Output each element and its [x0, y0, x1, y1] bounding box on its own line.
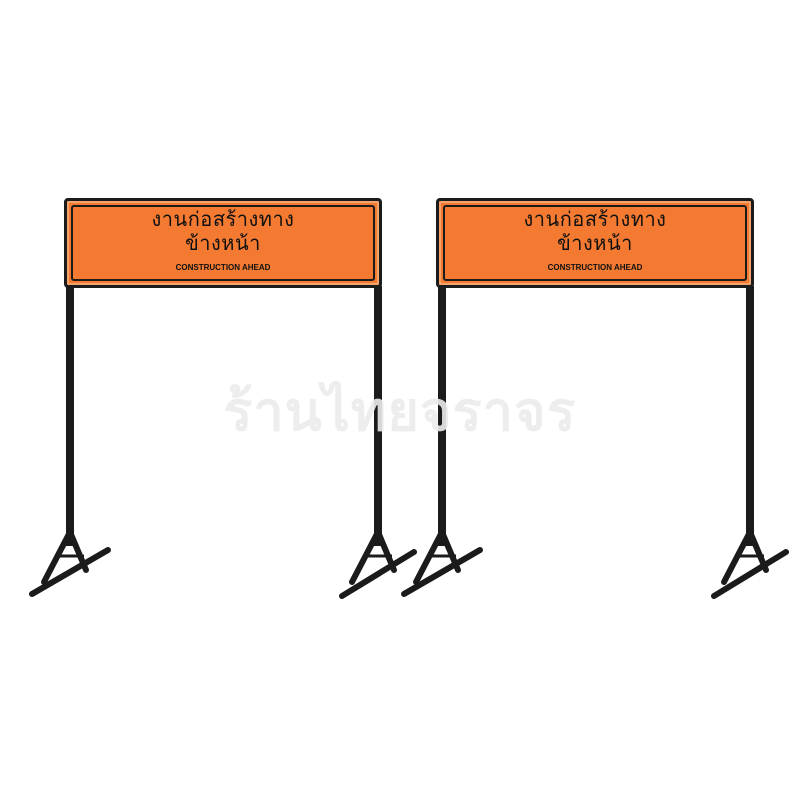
sign-english-text: CONSTRUCTION AHEAD [175, 263, 271, 272]
sign-thai-line-1: งานก่อสร้างทาง [523, 207, 667, 231]
sign-stand-left: งานก่อสร้างทาง ข้างหน้า CONSTRUCTION AHE… [29, 198, 417, 599]
sign-panel: งานก่อสร้างทาง ข้างหน้า CONSTRUCTION AHE… [64, 198, 382, 288]
stand-frame-right [401, 286, 789, 599]
sign-thai-line-2: ข้างหน้า [557, 231, 633, 255]
sign-english-text: CONSTRUCTION AHEAD [547, 263, 643, 272]
sign-thai-line-2: ข้างหน้า [185, 231, 261, 255]
sign-stand-right: งานก่อสร้างทาง ข้างหน้า CONSTRUCTION AHE… [372, 0, 789, 800]
sign-thai-line-1: งานก่อสร้างทาง [151, 207, 295, 231]
sign-panel: งานก่อสร้างทาง ข้างหน้า CONSTRUCTION AHE… [436, 198, 754, 288]
stand-frame-left [29, 286, 417, 599]
